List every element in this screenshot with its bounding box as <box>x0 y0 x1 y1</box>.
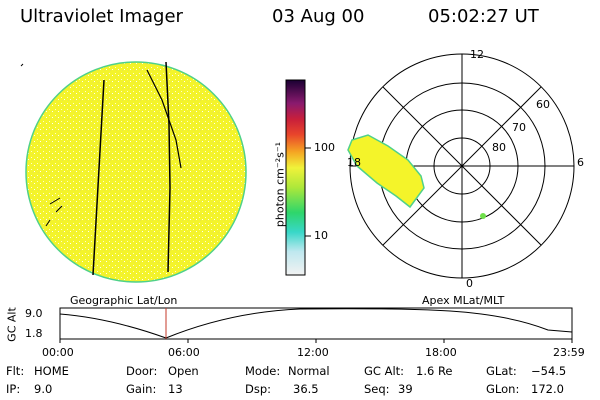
timeline-tick-0600: 06:00 <box>168 346 200 359</box>
emission-spot <box>480 213 486 219</box>
timeline-tick-2359: 23:59 <box>553 346 585 359</box>
glat-label: GLat: <box>486 364 517 378</box>
geographic-earth-disk <box>20 61 247 283</box>
mlat-label-60: 60 <box>536 98 550 111</box>
mlt-label-18: 18 <box>347 156 361 169</box>
timeline-y-max: 9.0 <box>25 307 43 320</box>
colorbar-unit-label: photon cm⁻²s⁻¹ <box>273 141 287 228</box>
image-date: 03 Aug 00 <box>272 6 365 27</box>
mlat-label-80: 80 <box>492 141 506 154</box>
gain-value: 13 <box>168 382 183 396</box>
glon-label: GLon: <box>486 382 520 396</box>
ip-value: 9.0 <box>34 382 53 396</box>
seq-label: Seq: <box>364 382 390 396</box>
gcalt-value: 1.6 Re <box>416 364 453 378</box>
timeline-axis-label: GC Alt <box>5 307 19 342</box>
intensity-colorbar <box>285 79 311 276</box>
colorbar-tick-10: 10 <box>314 229 328 242</box>
timeline-tick-1200: 12:00 <box>297 346 329 359</box>
door-value: Open <box>168 364 199 378</box>
mode-label: Mode: <box>245 364 281 378</box>
instrument-title: Ultraviolet Imager <box>20 6 183 27</box>
door-label: Door: <box>126 364 158 378</box>
mlt-label-0: 0 <box>466 277 473 290</box>
altitude-timeline <box>59 307 573 343</box>
colorbar-tick-100: 100 <box>314 141 335 154</box>
timeline-y-min: 1.8 <box>25 327 43 340</box>
dsp-label: Dsp: <box>245 382 272 396</box>
mode-value: Normal <box>288 364 330 378</box>
flt-label: Flt: <box>6 364 25 378</box>
mlat-label-70: 70 <box>512 121 526 134</box>
mlt-label-6: 6 <box>577 156 584 169</box>
auroral-oval-region <box>347 134 425 209</box>
right-panel-caption: Apex MLat/MLT <box>422 294 505 307</box>
left-panel-caption: Geographic Lat/Lon <box>70 294 178 307</box>
glon-value: 172.0 <box>531 382 564 396</box>
dsp-value: 36.5 <box>293 382 319 396</box>
ip-label: IP: <box>6 382 21 396</box>
timeline-tick-1800: 18:00 <box>425 346 457 359</box>
gcalt-label: GC Alt: <box>364 364 405 378</box>
image-time: 05:02:27 UT <box>428 6 539 27</box>
seq-value: 39 <box>398 382 413 396</box>
glat-value: −54.5 <box>531 364 567 378</box>
gain-label: Gain: <box>126 382 157 396</box>
apex-polar-plot <box>347 53 575 279</box>
timeline-tick-0000: 00:00 <box>42 346 74 359</box>
mlt-label-12: 12 <box>470 48 484 61</box>
flt-value: HOME <box>34 364 69 378</box>
